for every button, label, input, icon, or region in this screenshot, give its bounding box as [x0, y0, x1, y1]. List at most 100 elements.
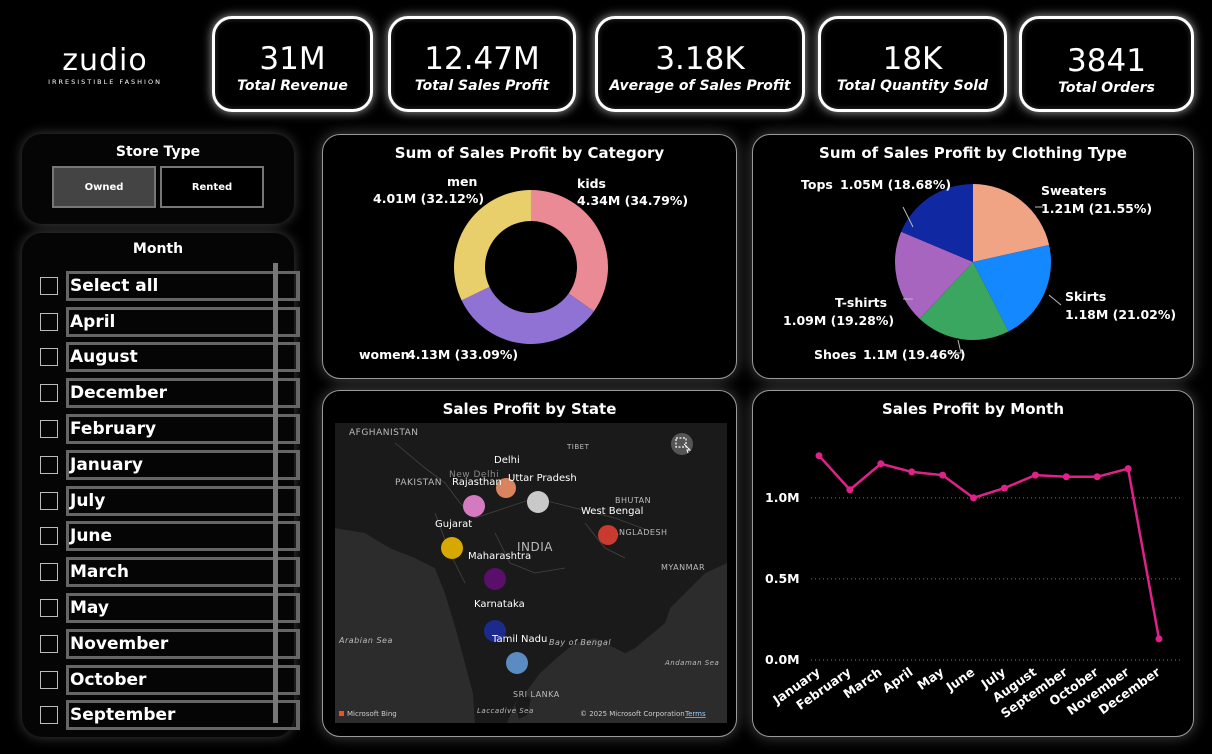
month-item-october[interactable]: October — [40, 662, 300, 698]
month-list-scrollbar[interactable] — [273, 263, 278, 723]
line-point-july[interactable] — [1000, 484, 1008, 492]
store-type-rented-button[interactable]: Rented — [160, 166, 264, 208]
pie-slice-sweaters[interactable] — [973, 184, 1050, 262]
state-label-rajasthan: Rajasthan — [452, 477, 502, 488]
pie-slice-tshirts[interactable] — [895, 231, 973, 319]
bubble-delhi[interactable] — [496, 478, 516, 498]
month-list: Select all April August December Februar… — [40, 268, 300, 733]
chart-title: Sum of Sales Profit by Category — [394, 144, 665, 162]
state-map[interactable]: AFGHANISTAN PAKISTAN TIBET BHUTAN BANGLA… — [335, 423, 727, 723]
month-item-september[interactable]: September — [40, 698, 300, 734]
map-land — [335, 423, 727, 723]
microsoft-logo-icon — [339, 711, 344, 716]
line-point-june[interactable] — [970, 494, 978, 502]
month-item-november[interactable]: November — [40, 626, 300, 662]
pie-label-skirts-name: Skirts — [1065, 289, 1106, 304]
line-series — [818, 454, 1161, 640]
pie-label-tshirts-name: T-shirts — [835, 295, 887, 310]
month-item-select-all[interactable]: Select all — [40, 268, 300, 304]
chart-title: Sales Profit by Month — [881, 400, 1065, 418]
kpi-total-revenue: 31M Total Revenue — [212, 16, 373, 112]
bubble-gujarat[interactable] — [441, 537, 463, 559]
clothing-pie-panel: Sum of Sales Profit by Clothing Type Swe… — [752, 134, 1194, 379]
line-point-april[interactable] — [908, 468, 916, 476]
month-item-august[interactable]: August — [40, 340, 300, 376]
kpi-average-sales-profit: 3.18K Average of Sales Profit — [595, 16, 805, 112]
kpi-value: 3.18K — [655, 41, 745, 77]
checkbox[interactable] — [40, 384, 58, 403]
store-type-title: Store Type — [115, 144, 201, 160]
bubble-west-bengal[interactable] — [598, 525, 618, 545]
store-type-owned-button[interactable]: Owned — [52, 166, 156, 208]
month-item-march[interactable]: March — [40, 554, 300, 590]
checkbox[interactable] — [40, 276, 58, 295]
pie-label-shoes-name: Shoes — [814, 347, 856, 362]
map-terms-link[interactable]: Terms — [684, 710, 706, 718]
line-point-december[interactable] — [1155, 635, 1163, 643]
donut-label-men-name: men — [447, 174, 477, 189]
month-item-january[interactable]: January — [40, 447, 300, 483]
pie-slice-skirts[interactable] — [973, 244, 1051, 332]
pie-label-tops-value: 1.05M (18.68%) — [840, 177, 951, 192]
state-label-west-bengal: West Bengal — [581, 506, 643, 517]
line-point-september[interactable] — [1062, 473, 1070, 481]
month-item-may[interactable]: May — [40, 590, 300, 626]
line-point-may[interactable] — [939, 471, 947, 479]
month-item-july[interactable]: July — [40, 483, 300, 519]
pie-leader-line — [1048, 294, 1062, 306]
month-item-february[interactable]: February — [40, 411, 300, 447]
pie-label-shoes-value: 1.1M (19.46%) — [863, 347, 965, 362]
bubble-rajasthan[interactable] — [463, 495, 485, 517]
checkbox[interactable] — [40, 312, 58, 331]
month-label: May — [66, 593, 300, 624]
map-label-bay-of-bengal: Bay of Bengal — [549, 638, 611, 647]
month-item-december[interactable]: December — [40, 375, 300, 411]
x-tick-label: May — [914, 664, 946, 693]
line-point-august[interactable] — [1031, 471, 1039, 479]
pie-label-skirts-value: 1.18M (21.02%) — [1065, 307, 1176, 322]
checkbox[interactable] — [40, 670, 58, 689]
month-label: Select all — [66, 270, 300, 301]
map-label-sri-lanka: SRI LANKA — [513, 690, 560, 699]
month-item-april[interactable]: April — [40, 304, 300, 340]
checkbox[interactable] — [40, 563, 58, 582]
line-point-february[interactable] — [846, 486, 854, 494]
checkbox[interactable] — [40, 634, 58, 653]
map-label-andaman-sea: Andaman Sea — [664, 659, 719, 667]
donut-slice-men[interactable] — [454, 190, 531, 301]
donut-slice-women[interactable] — [461, 286, 594, 344]
checkbox[interactable] — [40, 599, 58, 618]
bubble-maharashtra[interactable] — [484, 568, 506, 590]
checkbox[interactable] — [40, 420, 58, 439]
kpi-total-sales-profit: 12.47M Total Sales Profit — [388, 16, 576, 112]
pie-slice-tops[interactable] — [901, 184, 973, 262]
chart-title: Sales Profit by State — [442, 400, 617, 418]
map-select-tool-icon[interactable] — [671, 433, 693, 455]
kpi-value: 31M — [259, 41, 326, 77]
line-point-november[interactable] — [1124, 465, 1132, 473]
checkbox[interactable] — [40, 491, 58, 510]
line-point-january[interactable] — [815, 452, 823, 460]
line-point-october[interactable] — [1093, 473, 1101, 481]
donut-slice-kids[interactable] — [531, 190, 608, 312]
state-label-gujarat: Gujarat — [435, 519, 472, 530]
kpi-value: 12.47M — [424, 41, 540, 77]
month-label: December — [66, 378, 300, 409]
checkbox[interactable] — [40, 706, 58, 725]
checkbox[interactable] — [40, 348, 58, 367]
line-point-march[interactable] — [877, 460, 885, 468]
map-label-afghanistan: AFGHANISTAN — [349, 428, 419, 438]
donut-label-women-name: women — [359, 347, 410, 362]
kpi-total-orders: 3841 Total Orders — [1019, 16, 1194, 112]
bubble-tamil-nadu[interactable] — [506, 652, 528, 674]
state-label-delhi: Delhi — [494, 455, 520, 466]
bubble-uttar-pradesh[interactable] — [527, 491, 549, 513]
month-item-june[interactable]: June — [40, 519, 300, 555]
y-tick-label: 0.0M — [765, 652, 800, 667]
pie-label-sweaters-value: 1.21M (21.55%) — [1041, 201, 1152, 216]
bubble-karnataka[interactable] — [484, 620, 506, 642]
checkbox[interactable] — [40, 527, 58, 546]
y-tick-label: 1.0M — [765, 490, 800, 505]
pie-slice-shoes[interactable] — [919, 262, 1009, 340]
checkbox[interactable] — [40, 455, 58, 474]
